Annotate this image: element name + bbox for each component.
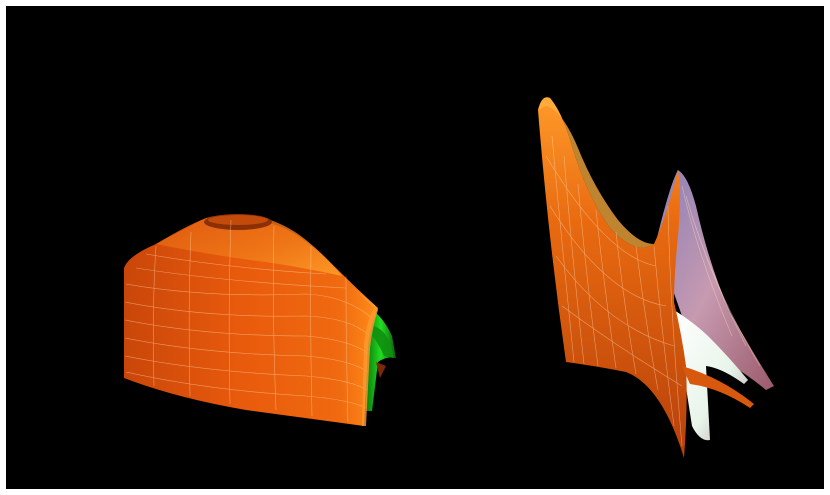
dome-rim — [358, 292, 378, 426]
saddle-front-sheet — [538, 97, 687, 458]
saddle-back-sheet — [656, 170, 774, 390]
dome-flap — [376, 362, 386, 378]
dome-mesh — [124, 219, 373, 423]
saddle-inner-sheet — [674, 310, 748, 441]
render-viewport[interactable] — [6, 6, 824, 489]
dome-opening-rim — [208, 215, 268, 225]
saddle-surface[interactable] — [538, 97, 774, 458]
saddle-mesh — [545, 135, 761, 447]
dome-surface[interactable] — [124, 214, 396, 426]
dome-inner-green-edge — [372, 326, 394, 358]
dome-cap — [156, 214, 342, 276]
scene-canvas — [124, 97, 774, 458]
saddle-lip — [682, 366, 754, 408]
